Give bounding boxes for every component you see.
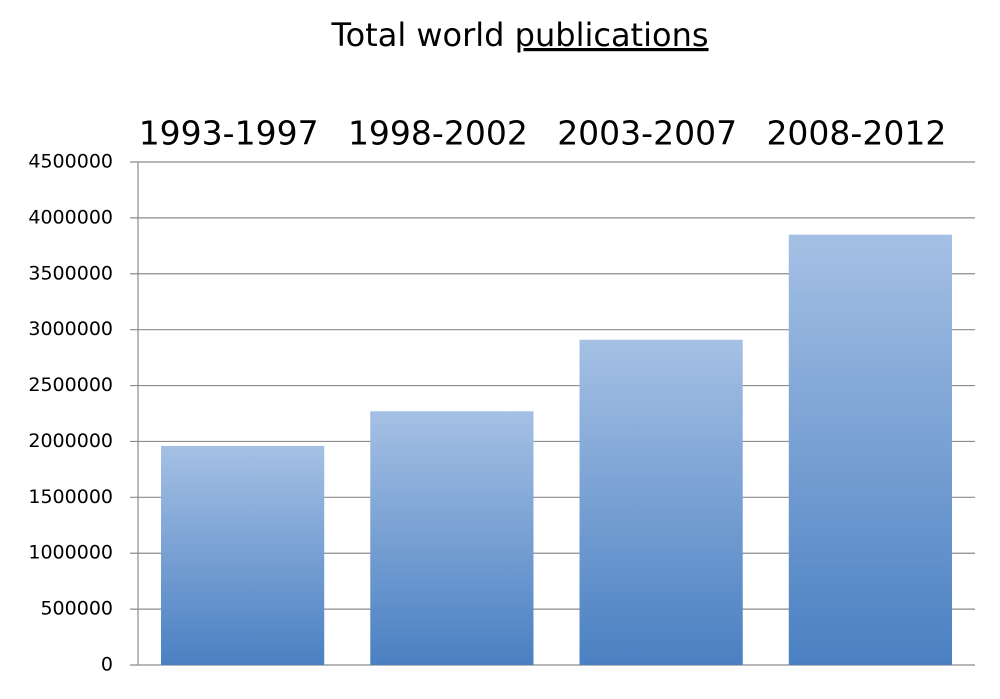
y-tick-label: 1000000 <box>28 542 113 564</box>
bar <box>370 411 534 665</box>
y-tick-label: 1500000 <box>28 486 113 508</box>
category-label: 2003-2007 <box>557 114 737 153</box>
category-label: 1993-1997 <box>139 114 319 153</box>
title-part: Total world <box>330 16 504 54</box>
y-tick-label: 3500000 <box>28 262 113 284</box>
bar <box>788 234 952 665</box>
y-tick-label: 4500000 <box>28 151 113 173</box>
title-part: publications <box>515 16 709 54</box>
y-tick-label: 0 <box>101 654 113 676</box>
category-label: 2008-2012 <box>766 114 946 153</box>
y-tick-label: 2500000 <box>28 374 113 396</box>
y-tick-label: 4000000 <box>28 206 113 228</box>
chart-title: Total world publications <box>330 16 708 54</box>
y-tick-label: 3000000 <box>28 318 113 340</box>
y-tick-label: 2000000 <box>28 430 113 452</box>
bar <box>161 445 325 665</box>
bar <box>579 339 743 665</box>
y-tick-label: 500000 <box>40 598 113 620</box>
category-label: 1998-2002 <box>348 114 528 153</box>
